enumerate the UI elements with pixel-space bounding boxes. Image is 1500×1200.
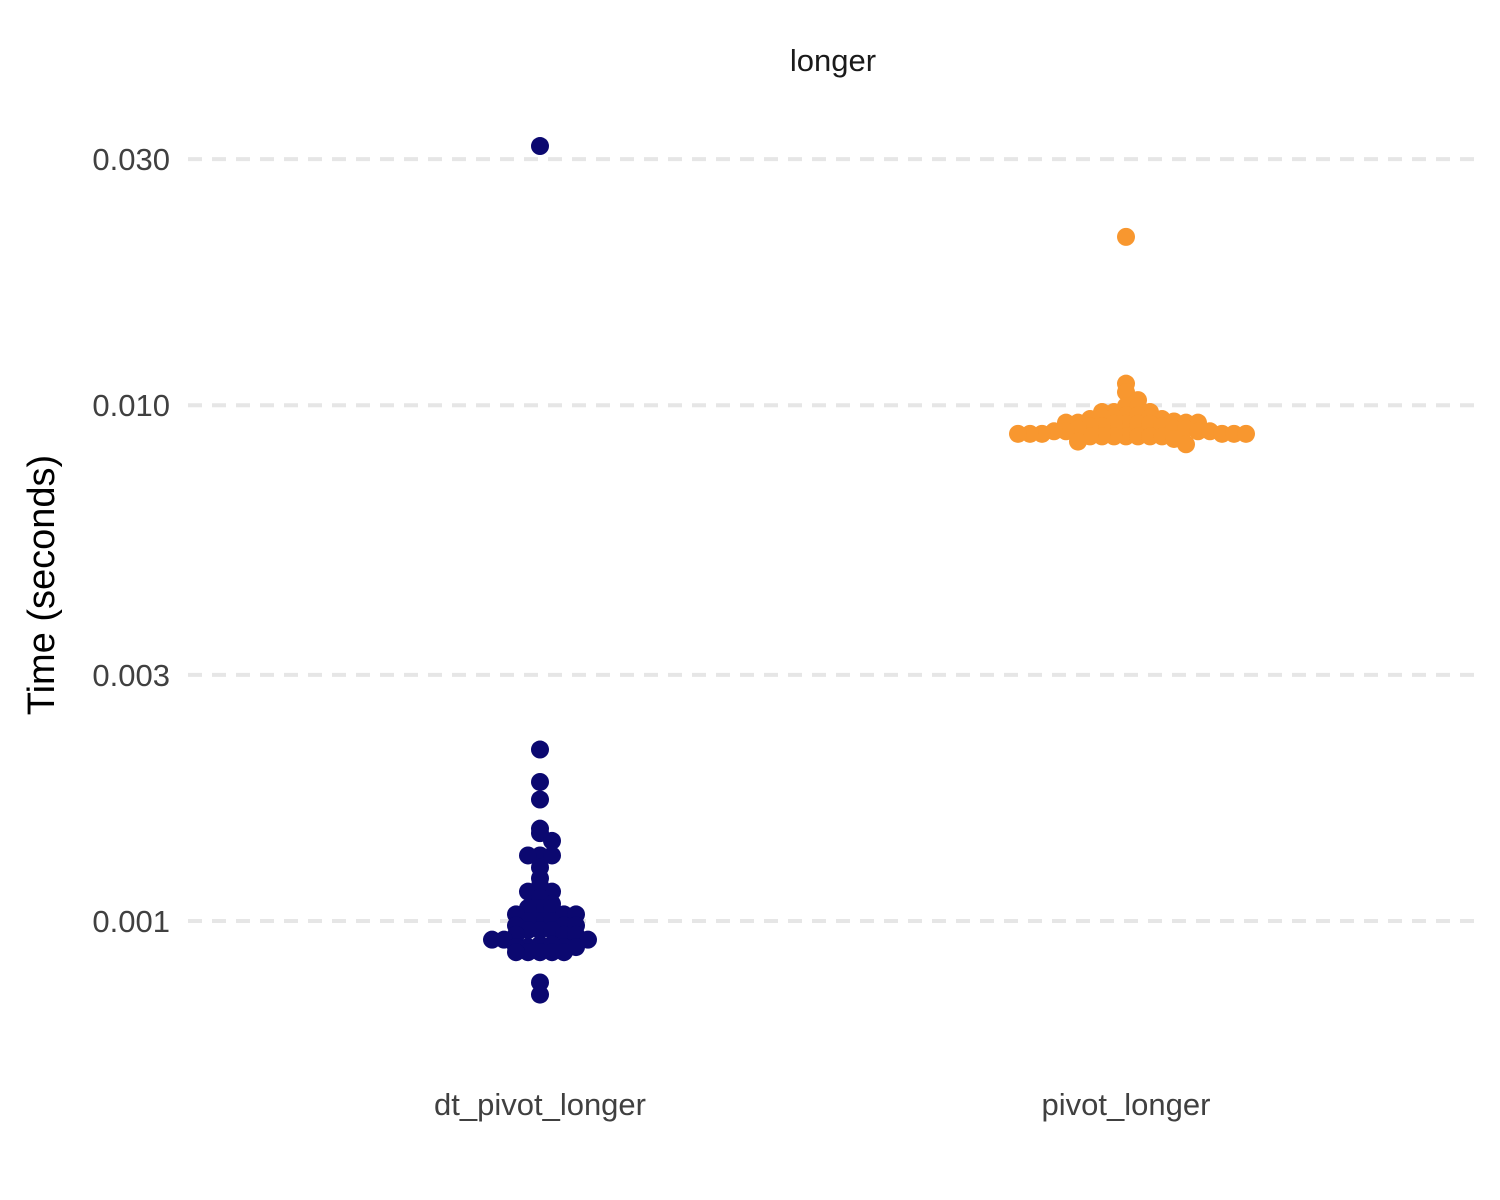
- point-dt_pivot_longer-0: [531, 137, 549, 156]
- point-pivot_longer-50: [1177, 435, 1195, 454]
- point-dt_pivot_longer-47: [555, 943, 573, 962]
- y-tick-label: 0.010: [92, 388, 170, 423]
- y-axis-title: Time (seconds): [21, 455, 63, 715]
- facet-title: longer: [790, 43, 876, 78]
- y-axis-ticks: 0.001 0.003 0.010 0.030: [92, 142, 170, 939]
- point-dt_pivot_longer-2: [531, 772, 549, 791]
- point-pivot_longer-39: [1009, 424, 1027, 443]
- x-tick-label: pivot_longer: [1042, 1087, 1211, 1122]
- x-axis-ticks: dt_pivot_longer pivot_longer: [434, 1087, 1210, 1122]
- point-dt_pivot_longer-6: [543, 831, 561, 850]
- point-dt_pivot_longer-50: [531, 985, 549, 1004]
- x-tick-label: dt_pivot_longer: [434, 1087, 646, 1122]
- point-dt_pivot_longer-1: [531, 740, 549, 759]
- point-dt_pivot_longer-48: [507, 943, 525, 962]
- point-dt_pivot_longer-8: [543, 846, 561, 865]
- point-dt_pivot_longer-3: [531, 790, 549, 809]
- y-tick-label: 0.003: [92, 658, 170, 693]
- point-pivot_longer-40: [1237, 424, 1255, 443]
- gridlines: [188, 157, 1478, 923]
- y-tick-label: 0.030: [92, 142, 170, 177]
- point-dt_pivot_longer-37: [483, 930, 501, 949]
- point-pivot_longer-0: [1117, 227, 1135, 246]
- point-pivot_longer-49: [1069, 432, 1087, 451]
- point-dt_pivot_longer-9: [519, 846, 537, 865]
- data-points: [483, 137, 1255, 1004]
- y-tick-label: 0.001: [92, 904, 170, 939]
